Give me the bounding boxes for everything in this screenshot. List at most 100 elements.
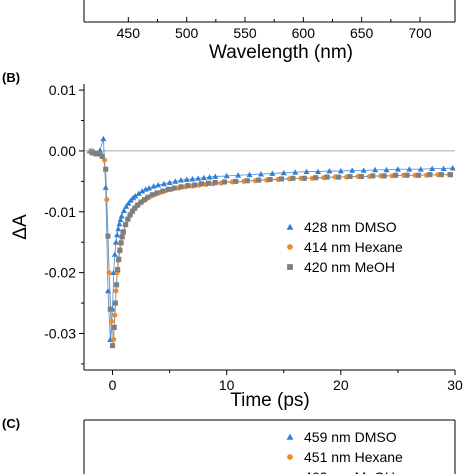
legend-marker bbox=[287, 264, 293, 270]
data-point bbox=[117, 247, 123, 253]
data-point bbox=[127, 212, 133, 218]
data-point bbox=[449, 164, 456, 171]
data-point bbox=[165, 186, 172, 192]
data-point bbox=[223, 172, 230, 179]
panel-a-x-ticks: 450 500 550 600 650 700 bbox=[117, 17, 432, 41]
data-point bbox=[123, 203, 130, 209]
panel-b-x-tick-label: 30 bbox=[447, 377, 463, 393]
data-point bbox=[447, 172, 453, 178]
data-point bbox=[108, 318, 114, 324]
data-point bbox=[381, 173, 387, 179]
data-point bbox=[292, 169, 299, 175]
data-point bbox=[114, 231, 121, 238]
panel-a: 450 500 550 600 650 700 Wavelength (nm) bbox=[83, 0, 456, 63]
data-point bbox=[99, 153, 105, 159]
panel-b-x-axis-title: Time (ps) bbox=[230, 390, 310, 411]
data-point bbox=[438, 172, 444, 178]
data-point bbox=[111, 337, 117, 343]
data-point bbox=[107, 306, 113, 312]
data-point bbox=[440, 165, 447, 171]
data-point bbox=[160, 188, 166, 194]
data-point bbox=[200, 174, 207, 181]
legend-label: 428 nm DMSO bbox=[304, 219, 397, 235]
data-point bbox=[96, 151, 102, 157]
data-point bbox=[212, 173, 219, 179]
data-points bbox=[86, 135, 456, 349]
panel-b-y-tick-label: 0.01 bbox=[49, 82, 76, 98]
panel-b-x-tick-label: 20 bbox=[333, 377, 349, 393]
data-point bbox=[150, 183, 157, 189]
data-point bbox=[394, 166, 401, 172]
data-point bbox=[160, 180, 167, 187]
data-point bbox=[113, 288, 119, 294]
data-point bbox=[415, 172, 422, 178]
legend-marker bbox=[287, 244, 293, 250]
data-point bbox=[111, 251, 118, 257]
data-point bbox=[120, 207, 127, 213]
panel-b-x-tick-label: 10 bbox=[219, 377, 235, 393]
data-point bbox=[104, 197, 110, 203]
data-point bbox=[370, 173, 376, 179]
data-point bbox=[116, 220, 123, 227]
data-point bbox=[383, 166, 390, 173]
data-point bbox=[172, 178, 179, 184]
data-point bbox=[257, 171, 264, 177]
data-point bbox=[189, 175, 196, 182]
data-point bbox=[135, 202, 141, 208]
data-point bbox=[246, 171, 253, 178]
data-point bbox=[267, 176, 273, 183]
data-point bbox=[185, 183, 191, 189]
data-point bbox=[123, 222, 129, 228]
data-point bbox=[100, 135, 107, 142]
data-point bbox=[349, 167, 356, 173]
panel-b-y-tick-label: -0.01 bbox=[44, 204, 76, 220]
panel-a-x-tick-label: 550 bbox=[233, 25, 257, 41]
data-point bbox=[195, 175, 202, 181]
data-point bbox=[372, 166, 379, 173]
data-point bbox=[171, 185, 177, 191]
data-point bbox=[278, 176, 285, 182]
legend-label: 420 nm MeOH bbox=[304, 259, 395, 275]
data-point bbox=[336, 174, 342, 180]
data-point bbox=[233, 178, 239, 184]
panel-b: 0.01 0.00 -0.01 -0.02 -0.03 0 10 20 30 428 nm D… bbox=[10, 82, 463, 411]
panel-a-x-tick-label: 650 bbox=[350, 25, 374, 41]
data-point bbox=[129, 208, 136, 214]
data-point bbox=[145, 194, 151, 200]
data-point bbox=[104, 287, 111, 294]
data-point bbox=[315, 168, 322, 175]
legend-marker bbox=[286, 433, 294, 440]
data-point bbox=[112, 312, 118, 318]
data-point bbox=[116, 256, 122, 262]
legend-label: 459 nm DMSO bbox=[304, 429, 397, 445]
legend-marker bbox=[286, 223, 294, 230]
panel-b-x-axis: 0 10 20 30 bbox=[84, 369, 463, 393]
data-point bbox=[138, 199, 144, 205]
data-point bbox=[149, 192, 156, 198]
panel-a-x-axis-title: Wavelength (nm) bbox=[209, 42, 353, 63]
data-point bbox=[119, 234, 125, 240]
data-point bbox=[337, 168, 344, 174]
panel-a-x-tick-label: 500 bbox=[175, 25, 199, 41]
data-point bbox=[192, 182, 198, 188]
data-point bbox=[303, 168, 310, 175]
data-point bbox=[109, 343, 116, 349]
legend-marker bbox=[287, 454, 293, 460]
data-point bbox=[429, 165, 436, 171]
panel-b-y-tick-label: 0.00 bbox=[49, 143, 76, 159]
data-point bbox=[115, 267, 121, 273]
panel-c-label: (C) bbox=[2, 416, 20, 431]
data-point bbox=[106, 270, 112, 276]
data-point bbox=[132, 192, 139, 199]
panel-b-y-tick-label: -0.03 bbox=[44, 325, 76, 341]
panel-a-x-tick-label: 450 bbox=[117, 25, 141, 41]
data-point bbox=[103, 166, 109, 172]
legend-label: 462 nm MeOH bbox=[304, 469, 395, 474]
data-point bbox=[102, 184, 109, 190]
panel-b-y-axis: 0.01 0.00 -0.01 -0.02 -0.03 bbox=[44, 82, 85, 370]
data-point bbox=[132, 205, 138, 211]
data-point bbox=[92, 150, 98, 156]
data-point bbox=[301, 175, 307, 181]
panel-a-x-tick-label: 700 bbox=[408, 25, 432, 41]
data-point bbox=[290, 175, 296, 181]
